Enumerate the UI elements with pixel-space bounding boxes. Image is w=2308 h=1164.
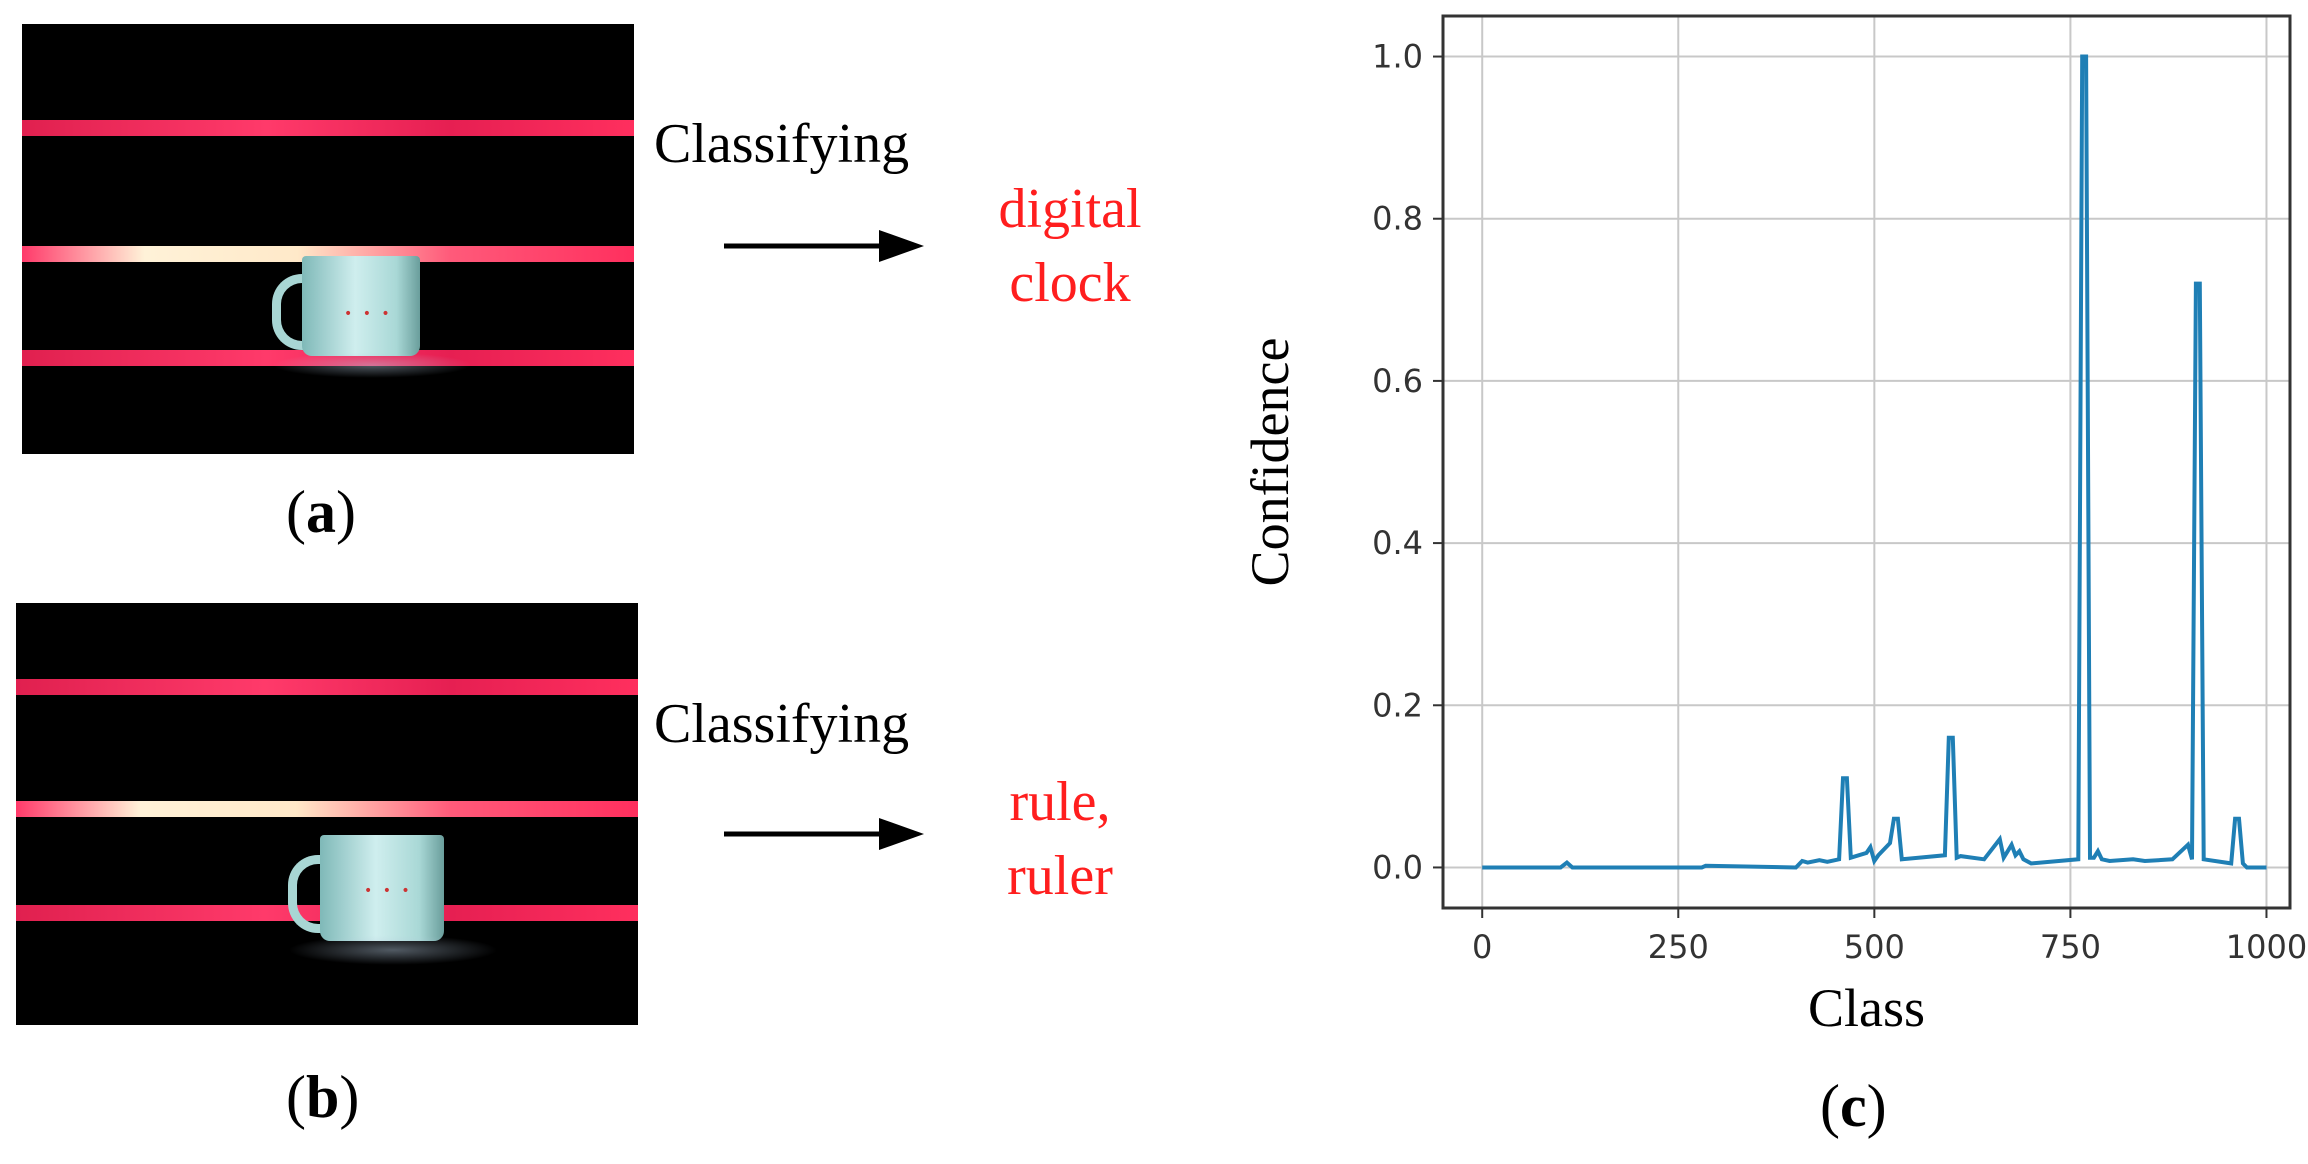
- panel-label-open: (: [286, 479, 306, 545]
- light-stripe: [16, 801, 638, 817]
- series-line: [1482, 54, 2267, 870]
- y-axis-title: Confidence: [1240, 338, 1300, 587]
- panel-label-open: (: [286, 1064, 306, 1130]
- panel-label-c: (c): [1820, 1072, 1887, 1141]
- panel-label-letter: b: [305, 1064, 340, 1130]
- panel-label-letter: a: [305, 479, 336, 545]
- y-tick-label: 0.6: [1372, 362, 1423, 400]
- classifying-label-a: Classifying: [654, 113, 910, 175]
- light-stripe: [16, 679, 638, 695]
- light-stripe: [22, 350, 634, 366]
- photo-b: • • •: [16, 603, 638, 1025]
- x-tick-label: 500: [1844, 928, 1905, 966]
- result-label-a: digital clock: [998, 178, 1142, 314]
- panel-label-b: (b): [286, 1063, 359, 1132]
- x-tick-label: 0: [1472, 928, 1492, 966]
- arrow-right-icon: [724, 818, 924, 850]
- x-tick-label: 250: [1648, 928, 1709, 966]
- y-tick-label: 0.4: [1372, 524, 1423, 562]
- x-tick-label: 1000: [2226, 928, 2307, 966]
- panel-label-open: (: [1820, 1073, 1840, 1139]
- y-tick-label: 0.2: [1372, 686, 1423, 724]
- mug-icon: • • •: [288, 835, 498, 965]
- x-axis-title: Class: [1808, 978, 1925, 1038]
- y-tick-label: 0.0: [1372, 848, 1423, 886]
- arrow-right-icon: [724, 230, 924, 262]
- light-stripe: [22, 246, 634, 262]
- photo-a: • • •: [22, 24, 634, 454]
- y-tick-label: 0.8: [1372, 200, 1423, 238]
- panel-label-a: (a): [286, 478, 356, 547]
- panel-label-close: ): [1866, 1073, 1887, 1139]
- x-tick-label: 750: [2040, 928, 2101, 966]
- panel-label-close: ): [335, 479, 356, 545]
- result-label-b: rule, ruler: [1007, 771, 1113, 907]
- panel-label-letter: c: [1839, 1073, 1867, 1139]
- plot-frame: [1441, 14, 2292, 910]
- light-stripe: [22, 120, 634, 136]
- panel-label-close: ): [339, 1064, 360, 1130]
- mug-icon: • • •: [272, 256, 472, 378]
- y-tick-label: 1.0: [1372, 38, 1423, 76]
- classifying-label-b: Classifying: [654, 693, 910, 755]
